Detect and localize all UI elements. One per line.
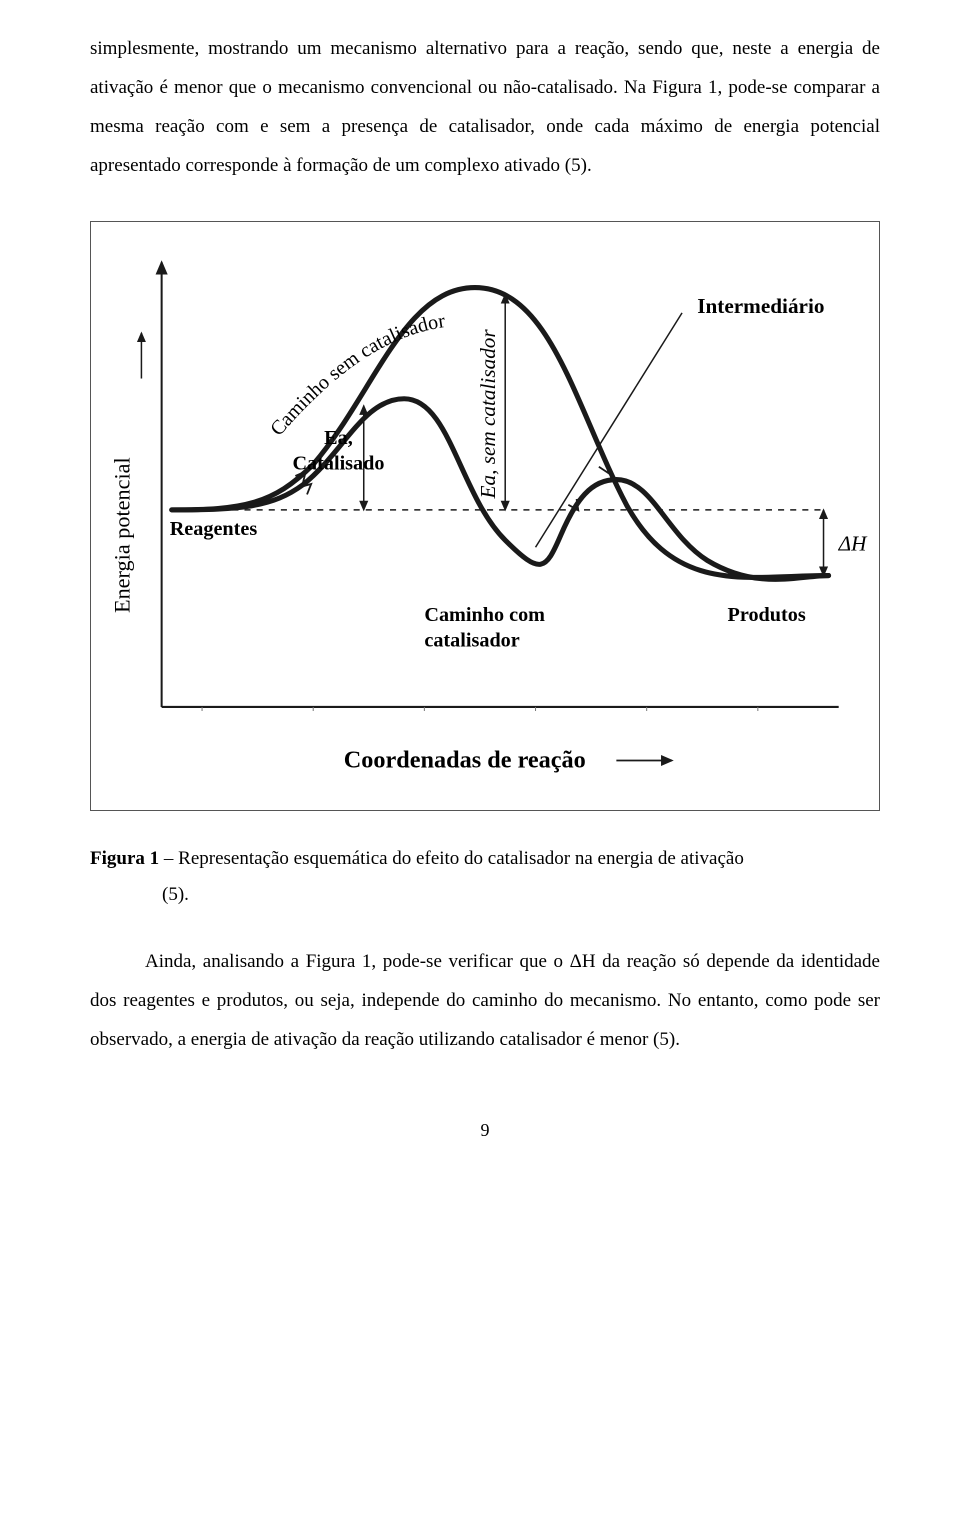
svg-text:Reagentes: Reagentes bbox=[170, 518, 258, 540]
svg-text:Coordenadas de reação: Coordenadas de reação bbox=[344, 746, 586, 773]
svg-text:Catalisado: Catalisado bbox=[292, 452, 384, 474]
svg-text:Caminho com: Caminho com bbox=[424, 604, 545, 626]
figure-1-container: Energia potencial Coordenadas de reação Ca… bbox=[90, 221, 880, 811]
svg-text:catalisador: catalisador bbox=[424, 629, 519, 651]
svg-text:Intermediário: Intermediário bbox=[697, 294, 824, 318]
caption-lead: Figura 1 bbox=[90, 848, 159, 869]
paragraph-2: Ainda, analisando a Figura 1, pode-se ve… bbox=[90, 943, 880, 1060]
figure-1-caption: Figura 1 – Representação esquemática do … bbox=[90, 841, 880, 913]
caption-tail: (5). bbox=[162, 884, 189, 905]
svg-text:Ea, sem catalisador: Ea, sem catalisador bbox=[476, 328, 500, 499]
energy-diagram: Energia potencial Coordenadas de reação Ca… bbox=[101, 232, 869, 808]
svg-text:ΔH: ΔH bbox=[838, 531, 868, 555]
svg-text:Produtos: Produtos bbox=[728, 604, 806, 626]
svg-text:Energia potencial: Energia potencial bbox=[109, 457, 134, 613]
svg-text:Caminho sem catalisador: Caminho sem catalisador bbox=[266, 310, 447, 440]
caption-text: – Representação esquemática do efeito do… bbox=[159, 848, 744, 869]
paragraph-1: simplesmente, mostrando um mecanismo alt… bbox=[90, 30, 880, 186]
page-number: 9 bbox=[90, 1120, 880, 1141]
svg-text:Ea,: Ea, bbox=[324, 427, 353, 449]
